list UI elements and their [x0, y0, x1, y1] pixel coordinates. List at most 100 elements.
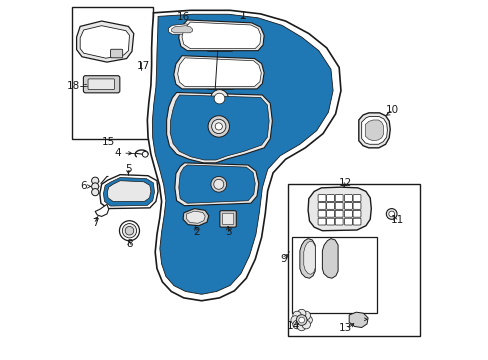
- Circle shape: [211, 119, 225, 134]
- Polygon shape: [299, 239, 315, 278]
- Polygon shape: [182, 22, 261, 49]
- FancyBboxPatch shape: [344, 210, 352, 217]
- FancyBboxPatch shape: [83, 76, 120, 93]
- FancyBboxPatch shape: [344, 195, 352, 202]
- FancyBboxPatch shape: [110, 49, 122, 58]
- FancyBboxPatch shape: [352, 203, 360, 209]
- Circle shape: [125, 226, 134, 235]
- FancyBboxPatch shape: [326, 203, 334, 209]
- Text: 2: 2: [193, 227, 199, 237]
- Polygon shape: [361, 116, 386, 144]
- Polygon shape: [322, 239, 337, 278]
- Polygon shape: [168, 24, 195, 34]
- FancyBboxPatch shape: [220, 211, 236, 227]
- Text: 6: 6: [80, 181, 86, 192]
- Polygon shape: [175, 163, 258, 206]
- Circle shape: [91, 189, 99, 196]
- Circle shape: [210, 176, 226, 192]
- Bar: [291, 237, 376, 313]
- Circle shape: [292, 311, 301, 320]
- Text: 15: 15: [101, 137, 114, 147]
- Circle shape: [91, 183, 99, 190]
- Circle shape: [290, 316, 299, 324]
- Polygon shape: [100, 175, 158, 208]
- Polygon shape: [147, 10, 340, 301]
- Polygon shape: [303, 241, 315, 274]
- Circle shape: [122, 224, 136, 238]
- FancyBboxPatch shape: [222, 213, 233, 225]
- FancyBboxPatch shape: [352, 195, 360, 202]
- Text: 1: 1: [240, 11, 246, 21]
- FancyBboxPatch shape: [352, 218, 360, 225]
- Polygon shape: [152, 14, 332, 294]
- Circle shape: [298, 317, 304, 323]
- Circle shape: [207, 116, 229, 137]
- Polygon shape: [348, 312, 367, 328]
- Polygon shape: [177, 58, 261, 86]
- FancyBboxPatch shape: [344, 203, 352, 209]
- Text: 4: 4: [114, 148, 121, 158]
- FancyBboxPatch shape: [88, 79, 114, 90]
- Polygon shape: [365, 120, 383, 141]
- FancyBboxPatch shape: [352, 210, 360, 217]
- FancyBboxPatch shape: [317, 218, 325, 225]
- Bar: [287, 184, 419, 337]
- Circle shape: [301, 320, 310, 329]
- FancyBboxPatch shape: [335, 210, 343, 217]
- Polygon shape: [358, 113, 389, 148]
- Circle shape: [210, 90, 228, 108]
- Text: 5: 5: [125, 164, 131, 174]
- Text: 17: 17: [137, 61, 150, 71]
- Circle shape: [303, 316, 312, 324]
- Circle shape: [213, 179, 224, 189]
- FancyBboxPatch shape: [326, 195, 334, 202]
- Circle shape: [292, 320, 301, 329]
- Text: 8: 8: [126, 239, 133, 249]
- Polygon shape: [166, 93, 272, 163]
- Text: 18: 18: [67, 81, 80, 91]
- FancyBboxPatch shape: [317, 195, 325, 202]
- Circle shape: [142, 152, 148, 157]
- Polygon shape: [173, 56, 264, 89]
- Polygon shape: [171, 26, 192, 33]
- FancyBboxPatch shape: [317, 203, 325, 209]
- FancyBboxPatch shape: [326, 218, 334, 225]
- Circle shape: [119, 221, 139, 241]
- Text: 16: 16: [176, 13, 189, 22]
- Polygon shape: [80, 26, 129, 58]
- FancyBboxPatch shape: [344, 218, 352, 225]
- Text: 10: 10: [386, 105, 399, 115]
- Text: 14: 14: [286, 321, 300, 332]
- Polygon shape: [179, 165, 255, 203]
- FancyBboxPatch shape: [335, 203, 343, 209]
- Circle shape: [386, 208, 396, 219]
- Circle shape: [215, 123, 222, 130]
- Circle shape: [91, 177, 99, 184]
- Text: 3: 3: [224, 227, 231, 237]
- Text: 13: 13: [338, 323, 351, 333]
- Polygon shape: [103, 177, 154, 206]
- Polygon shape: [186, 211, 205, 223]
- Bar: [72, 7, 152, 139]
- Circle shape: [296, 315, 306, 325]
- Circle shape: [297, 322, 305, 331]
- Polygon shape: [165, 22, 198, 36]
- Polygon shape: [183, 208, 208, 226]
- Circle shape: [297, 309, 305, 318]
- Polygon shape: [77, 21, 134, 62]
- FancyBboxPatch shape: [326, 210, 334, 217]
- Circle shape: [214, 93, 224, 104]
- Text: 7: 7: [92, 218, 98, 228]
- Polygon shape: [179, 20, 264, 51]
- Text: 9: 9: [280, 254, 286, 264]
- Polygon shape: [170, 95, 268, 160]
- FancyBboxPatch shape: [317, 210, 325, 217]
- Text: 11: 11: [390, 215, 403, 225]
- Circle shape: [388, 211, 394, 217]
- Polygon shape: [95, 204, 108, 216]
- Circle shape: [301, 311, 310, 320]
- Polygon shape: [307, 187, 370, 231]
- Text: 12: 12: [338, 178, 351, 188]
- FancyBboxPatch shape: [335, 218, 343, 225]
- Polygon shape: [107, 181, 151, 202]
